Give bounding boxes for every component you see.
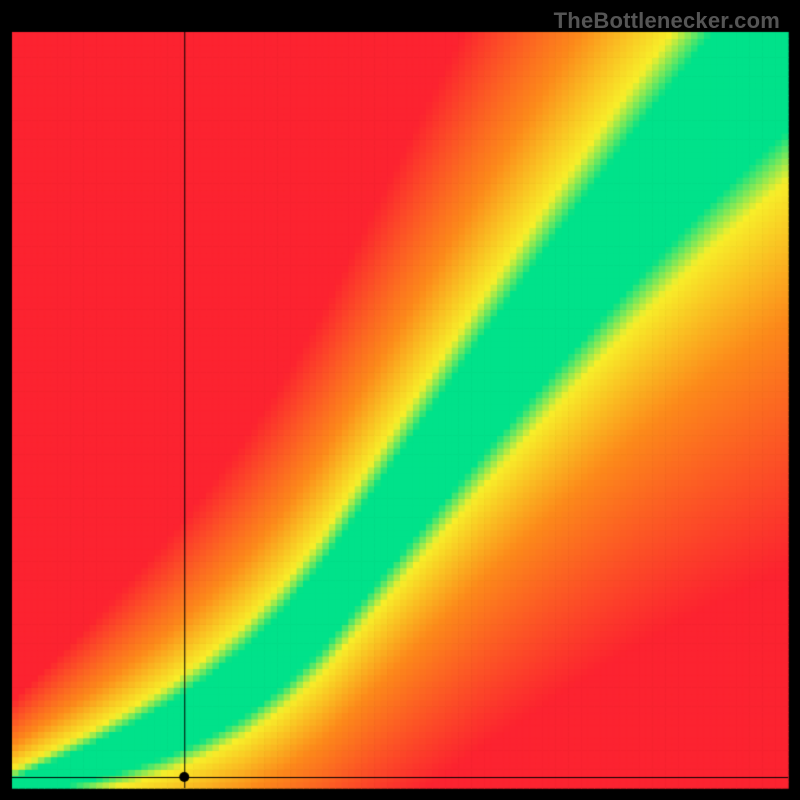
bottleneck-heatmap <box>0 0 800 800</box>
watermark-text: TheBottlenecker.com <box>554 8 780 34</box>
chart-container: TheBottlenecker.com <box>0 0 800 800</box>
